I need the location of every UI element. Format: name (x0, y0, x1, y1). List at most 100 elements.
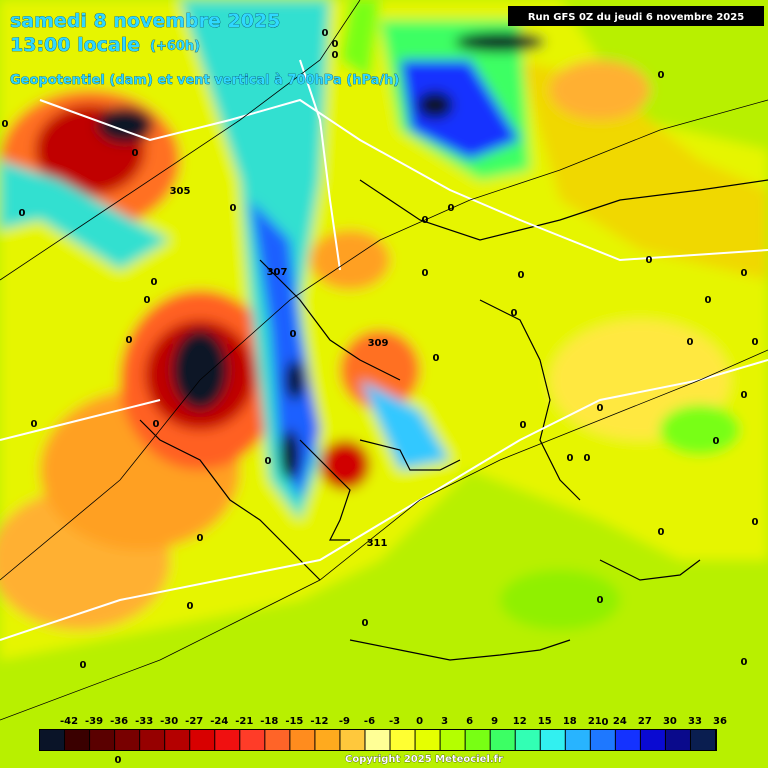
contour-label: 0 (322, 28, 329, 39)
legend-swatch (640, 730, 665, 750)
contour-label: 0 (19, 208, 26, 219)
contour-label: 311 (367, 538, 388, 549)
legend-label: 24 (613, 716, 627, 727)
legend-swatch (415, 730, 440, 750)
legend-swatch (540, 730, 565, 750)
contour-label: 0 (713, 436, 720, 447)
legend-label: 6 (466, 716, 473, 727)
header: samedi 8 novembre 2025 13:00 locale (+60… (10, 6, 764, 88)
isohypses (0, 0, 768, 720)
contour-label: 0 (422, 268, 429, 279)
legend-label: -24 (210, 716, 228, 727)
run-box (508, 6, 764, 26)
contour-label: 307 (267, 267, 288, 278)
legend-label: -3 (389, 716, 400, 727)
legend-swatch (90, 730, 115, 750)
contour-label: 0 (584, 453, 591, 464)
legend-swatch (240, 730, 265, 750)
contour-label: 309 (368, 338, 389, 349)
legend-label: 3 (441, 716, 448, 727)
contour-label: 0 (658, 527, 665, 538)
contour-label: 0 (290, 329, 297, 340)
contour-label: 0 (144, 295, 151, 306)
contour-label: 0 (230, 203, 237, 214)
legend-swatch (40, 730, 65, 750)
run-info: Run GFS 0Z du jeudi 6 novembre 2025 (528, 12, 744, 23)
contour-label: 0 (658, 70, 665, 81)
legend-swatch (290, 730, 315, 750)
contour-label: 0 (265, 456, 272, 467)
legend-label: 18 (563, 716, 577, 727)
contour-label: 305 (170, 186, 191, 197)
contour-label: 0 (126, 335, 133, 346)
legend-swatch (315, 730, 340, 750)
legend-label: 21 (588, 716, 602, 727)
legend-swatch (465, 730, 490, 750)
legend-label: 9 (491, 716, 498, 727)
legend-swatch (515, 730, 540, 750)
contour-label: 0 (518, 270, 525, 281)
contour-label: 0 (332, 39, 339, 50)
legend-label: -15 (285, 716, 303, 727)
contour-label: 0 (80, 660, 87, 671)
contour-label: 0 (597, 595, 604, 606)
legend-label: 12 (513, 716, 527, 727)
contour-label: 0 (153, 419, 160, 430)
legend-label: -9 (339, 716, 350, 727)
legend-label: 33 (688, 716, 702, 727)
legend-label: 27 (638, 716, 652, 727)
legend-swatch (365, 730, 390, 750)
legend-swatch (215, 730, 240, 750)
contour-label: 0 (362, 618, 369, 629)
contour-label: 0 (602, 717, 609, 728)
contour-label: 0 (31, 419, 38, 430)
contour-label: 0 (132, 148, 139, 159)
legend-swatch (690, 730, 715, 750)
legend-label: -36 (110, 716, 128, 727)
contour-label: 0 (646, 255, 653, 266)
contour-label: 0 (197, 533, 204, 544)
contour-label: 0 (752, 337, 759, 348)
contour-label: 0 (520, 420, 527, 431)
contour-label: 0 (422, 215, 429, 226)
legend-label: -12 (310, 716, 328, 727)
contour-label: 0 (332, 50, 339, 61)
legend-swatch (590, 730, 615, 750)
contour-label: 0 (448, 203, 455, 214)
legend-swatch (165, 730, 190, 750)
copyright: Copyright 2025 Meteociel.fr (345, 754, 503, 765)
contour-label: 0 (741, 390, 748, 401)
legend-swatch (490, 730, 515, 750)
legend-swatch (665, 730, 690, 750)
legend-swatch (65, 730, 90, 750)
legend-swatch (115, 730, 140, 750)
legend-label: -39 (85, 716, 103, 727)
contour-label: 0 (115, 755, 122, 766)
legend-label: 30 (663, 716, 677, 727)
contour-label: 0 (687, 337, 694, 348)
legend-label: -27 (185, 716, 203, 727)
contour-label: 0 (597, 403, 604, 414)
coastlines (139, 179, 768, 661)
contour-label: 0 (2, 119, 9, 130)
legend-swatch (565, 730, 590, 750)
legend-label: -33 (135, 716, 153, 727)
contour-label: 0 (567, 453, 574, 464)
contour-label: 0 (433, 353, 440, 364)
lead-time: (+60h) (150, 39, 200, 54)
contour-label: 0 (741, 268, 748, 279)
legend-swatch (390, 730, 415, 750)
legend-label: -30 (160, 716, 178, 727)
contour-label: 0 (741, 657, 748, 668)
legend-swatch (140, 730, 165, 750)
legend-swatch (265, 730, 290, 750)
time: 13:00 locale (10, 34, 140, 56)
contour-label: 0 (511, 308, 518, 319)
contour-label: 0 (705, 295, 712, 306)
date: samedi 8 novembre 2025 (10, 10, 280, 32)
legend-label: -6 (364, 716, 375, 727)
